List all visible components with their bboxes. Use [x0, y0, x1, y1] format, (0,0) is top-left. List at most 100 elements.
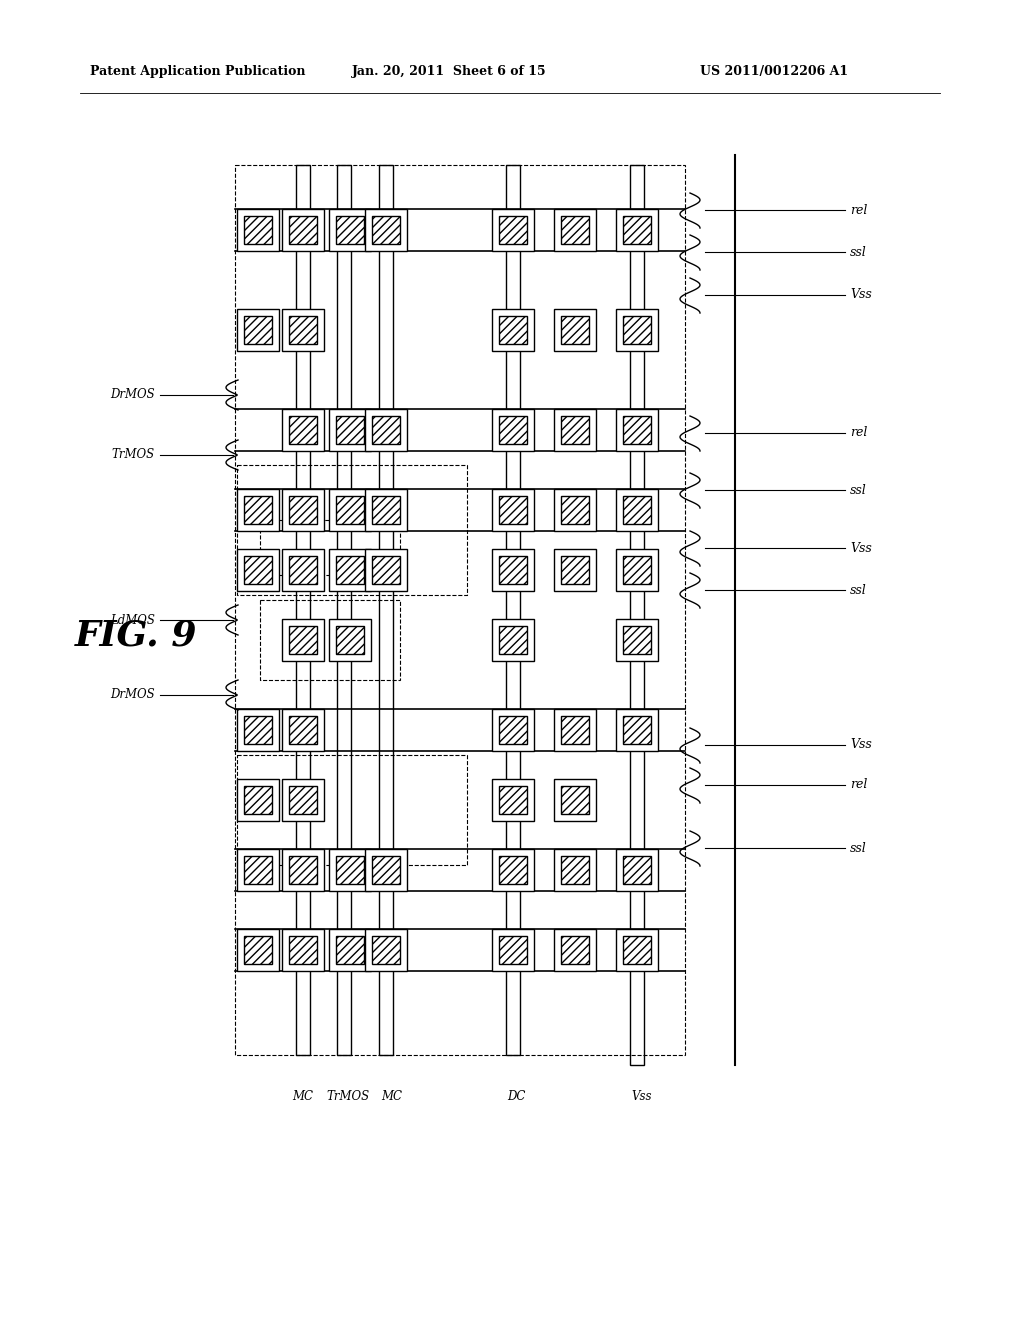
Bar: [616, 619, 658, 661]
Bar: [282, 709, 324, 751]
Bar: [623, 936, 651, 964]
Bar: [561, 416, 589, 444]
Bar: [561, 936, 589, 964]
Bar: [372, 416, 400, 444]
Bar: [554, 709, 596, 751]
Bar: [492, 779, 534, 821]
Bar: [237, 209, 279, 251]
Text: Vss: Vss: [850, 289, 871, 301]
Bar: [499, 315, 527, 345]
Bar: [336, 855, 364, 884]
Bar: [616, 209, 658, 251]
Bar: [623, 315, 651, 345]
Text: rel: rel: [850, 779, 867, 792]
Bar: [365, 549, 407, 591]
Text: Patent Application Publication: Patent Application Publication: [90, 66, 305, 78]
Bar: [289, 416, 317, 444]
Bar: [329, 409, 371, 451]
Bar: [561, 216, 589, 244]
Bar: [630, 165, 644, 1065]
Bar: [372, 216, 400, 244]
Bar: [554, 849, 596, 891]
Bar: [554, 549, 596, 591]
Text: Vss: Vss: [850, 738, 871, 751]
Bar: [561, 315, 589, 345]
Bar: [289, 315, 317, 345]
Bar: [282, 549, 324, 591]
Bar: [492, 209, 534, 251]
Bar: [282, 488, 324, 531]
Text: ssl: ssl: [850, 246, 866, 259]
Bar: [623, 216, 651, 244]
Bar: [492, 619, 534, 661]
Bar: [561, 496, 589, 524]
Text: rel: rel: [850, 203, 867, 216]
Bar: [499, 556, 527, 583]
Bar: [616, 409, 658, 451]
Bar: [289, 715, 317, 744]
Bar: [616, 709, 658, 751]
Bar: [372, 556, 400, 583]
Text: DC: DC: [507, 1090, 525, 1104]
Bar: [289, 216, 317, 244]
Bar: [492, 849, 534, 891]
Bar: [237, 709, 279, 751]
Bar: [237, 755, 467, 865]
Bar: [329, 549, 371, 591]
Bar: [506, 165, 520, 1055]
Bar: [260, 520, 400, 576]
Bar: [329, 619, 371, 661]
Bar: [329, 209, 371, 251]
Bar: [365, 488, 407, 531]
Text: MC: MC: [382, 1090, 402, 1104]
Text: TrMOS: TrMOS: [327, 1090, 370, 1104]
Bar: [336, 556, 364, 583]
Text: LdMOS: LdMOS: [111, 614, 155, 627]
Bar: [499, 785, 527, 814]
Bar: [499, 626, 527, 653]
Bar: [365, 409, 407, 451]
Bar: [237, 465, 467, 595]
Bar: [289, 496, 317, 524]
Bar: [282, 309, 324, 351]
Bar: [623, 626, 651, 653]
Text: Vss: Vss: [632, 1090, 652, 1104]
Bar: [336, 496, 364, 524]
Bar: [499, 216, 527, 244]
Bar: [282, 619, 324, 661]
Bar: [244, 715, 272, 744]
Bar: [492, 549, 534, 591]
Bar: [337, 165, 351, 1055]
Bar: [234, 165, 685, 1055]
Bar: [289, 556, 317, 583]
Bar: [616, 309, 658, 351]
Bar: [372, 496, 400, 524]
Bar: [289, 626, 317, 653]
Bar: [554, 488, 596, 531]
Bar: [499, 855, 527, 884]
Bar: [623, 855, 651, 884]
Text: Jan. 20, 2011  Sheet 6 of 15: Jan. 20, 2011 Sheet 6 of 15: [352, 66, 547, 78]
Bar: [289, 785, 317, 814]
Bar: [561, 556, 589, 583]
Bar: [329, 849, 371, 891]
Bar: [329, 929, 371, 972]
Bar: [237, 549, 279, 591]
Bar: [616, 849, 658, 891]
Bar: [282, 209, 324, 251]
Bar: [499, 416, 527, 444]
Bar: [623, 416, 651, 444]
Bar: [365, 929, 407, 972]
Bar: [296, 165, 310, 1055]
Bar: [336, 936, 364, 964]
Bar: [623, 556, 651, 583]
Bar: [492, 488, 534, 531]
Bar: [492, 409, 534, 451]
Bar: [336, 626, 364, 653]
Bar: [616, 488, 658, 531]
Bar: [499, 936, 527, 964]
Bar: [237, 849, 279, 891]
Text: MC: MC: [293, 1090, 313, 1104]
Bar: [282, 779, 324, 821]
Bar: [329, 488, 371, 531]
